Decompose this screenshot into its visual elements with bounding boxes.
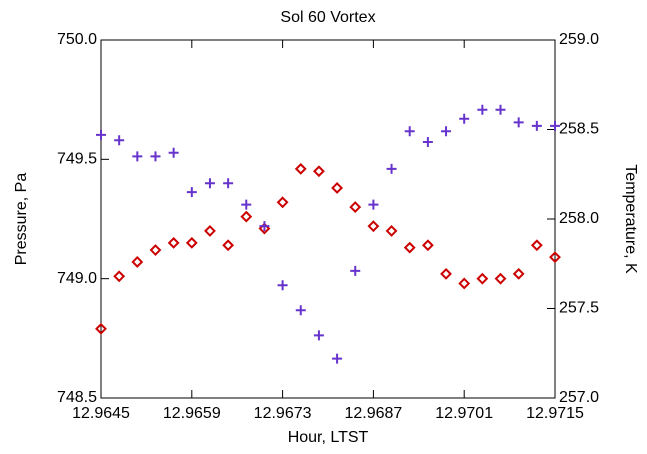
x-tick-label: 12.9645 xyxy=(72,405,130,422)
diamond-point xyxy=(331,182,343,194)
diamond-point xyxy=(131,256,144,268)
y2-tick-label: 259.0 xyxy=(559,31,599,48)
diamond-point xyxy=(276,196,289,209)
diamond-point xyxy=(494,272,507,285)
diamond-point xyxy=(367,220,380,233)
diamond-point xyxy=(222,239,235,252)
plus-point xyxy=(259,221,270,232)
diamond-point xyxy=(204,225,216,237)
plus-point xyxy=(332,353,343,364)
x-tick-label: 12.9659 xyxy=(163,405,221,422)
y2-tick-label: 257.0 xyxy=(559,389,599,406)
chart-title: Sol 60 Vortex xyxy=(280,9,375,26)
y2-axis-label: Temperature, K xyxy=(622,164,639,274)
diamond-point xyxy=(185,236,198,249)
x-axis-label: Hour, LTST xyxy=(288,429,369,446)
diamond-point xyxy=(403,241,416,254)
diamond-point xyxy=(95,322,107,335)
x-tick-label: 12.9687 xyxy=(344,405,402,422)
diamond-point xyxy=(313,165,325,178)
plus-point xyxy=(368,199,379,210)
diamond-point xyxy=(240,210,253,223)
x-tick-label: 12.9701 xyxy=(435,405,493,422)
plus-point xyxy=(295,305,306,316)
diamond-point xyxy=(512,267,525,280)
diamond-point xyxy=(549,251,561,264)
plus-point xyxy=(132,151,143,162)
plus-point xyxy=(96,129,106,140)
plus-point xyxy=(531,120,542,131)
plus-point xyxy=(495,104,506,115)
y2-tick-label: 258.5 xyxy=(559,121,599,138)
plus-point xyxy=(277,280,288,291)
plus-point xyxy=(477,104,488,115)
x-tick-label: 12.9715 xyxy=(526,405,584,422)
plot-frame xyxy=(100,39,556,399)
y2-tick-label: 257.5 xyxy=(559,300,599,317)
diamond-point xyxy=(167,236,180,249)
plus-point xyxy=(313,330,324,341)
diamond-point xyxy=(440,267,452,280)
diamond-point xyxy=(349,201,362,213)
plus-point xyxy=(114,135,125,146)
diamond-point xyxy=(458,277,471,290)
diamond-point xyxy=(294,162,307,175)
plus-point xyxy=(241,199,252,210)
plus-point xyxy=(550,120,560,131)
y-axis-label: Pressure, Pa xyxy=(13,173,30,266)
plus-point xyxy=(186,187,197,198)
plus-point xyxy=(422,137,433,148)
plus-point xyxy=(350,265,361,276)
plus-point xyxy=(441,126,452,137)
y-tick-label: 750.0 xyxy=(57,31,97,48)
plus-point xyxy=(204,178,215,189)
plus-point xyxy=(223,178,234,189)
plus-point xyxy=(459,113,470,124)
diamond-point xyxy=(421,239,434,252)
y-tick-label: 748.5 xyxy=(57,389,97,406)
diamond-point xyxy=(113,270,126,283)
diamond-point xyxy=(149,244,162,256)
plus-point xyxy=(386,163,397,174)
plus-point xyxy=(404,126,415,137)
diamond-point xyxy=(530,239,543,252)
plus-point xyxy=(513,117,524,128)
plus-point xyxy=(168,147,179,158)
y-tick-label: 749.0 xyxy=(57,270,97,287)
diamond-point xyxy=(385,225,398,237)
diamond-point xyxy=(476,272,489,285)
y2-tick-label: 258.0 xyxy=(559,210,599,227)
x-tick-label: 12.9673 xyxy=(254,405,312,422)
plus-point xyxy=(150,151,161,162)
y-tick-label: 749.5 xyxy=(57,151,97,168)
